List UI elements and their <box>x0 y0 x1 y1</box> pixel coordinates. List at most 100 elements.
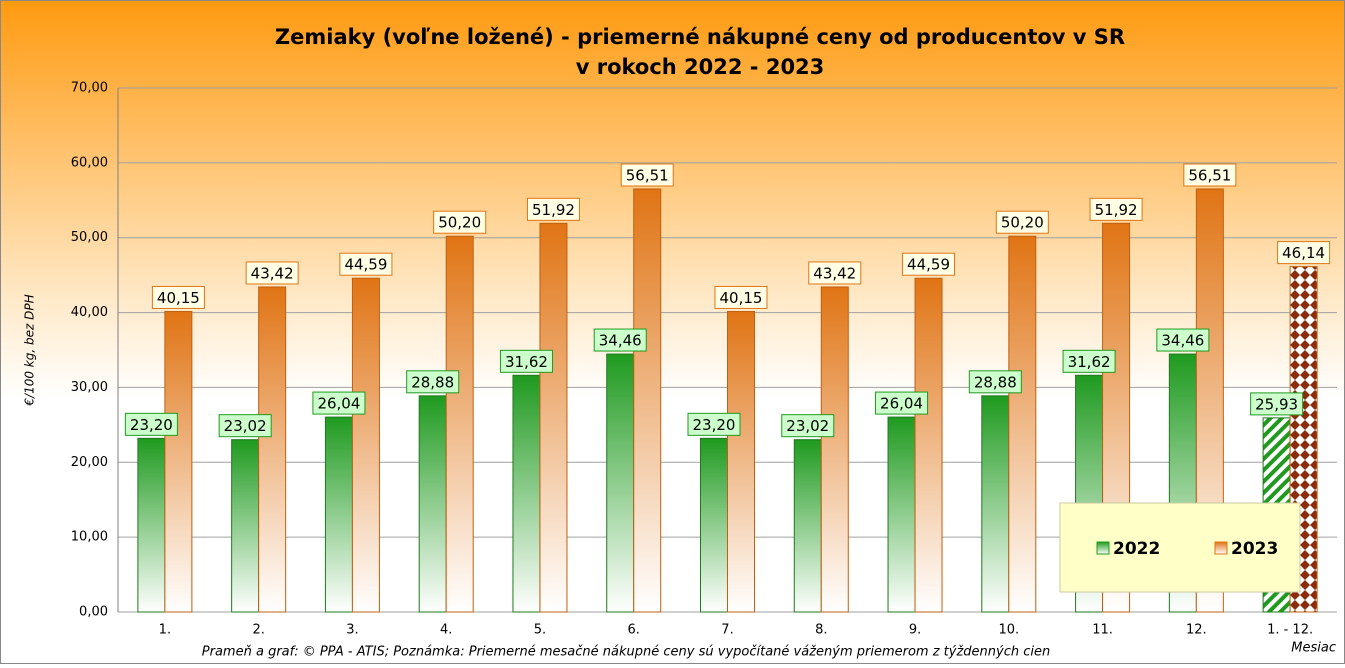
bar <box>258 286 287 613</box>
data-label-box <box>151 285 205 309</box>
data-label: 28,88 <box>974 373 1017 391</box>
bar <box>914 277 943 613</box>
data-label-box <box>902 252 956 276</box>
data-label: 23,20 <box>693 416 736 434</box>
data-label-box <box>1062 349 1116 373</box>
data-label-box <box>245 261 299 285</box>
legend-label: 2023 <box>1231 539 1278 559</box>
bar <box>231 439 260 613</box>
legend-swatch <box>1214 541 1228 555</box>
data-label: 40,15 <box>157 289 200 307</box>
x-tick-label: 6. <box>628 623 640 638</box>
data-label: 43,42 <box>251 264 294 282</box>
y-tick-label: 60,00 <box>71 155 108 170</box>
x-tick-label: 8. <box>815 623 827 638</box>
data-label-box <box>433 210 487 234</box>
chart-title: v rokoch 2022 - 2023 <box>576 55 825 79</box>
data-label-box <box>781 414 835 438</box>
data-label: 50,20 <box>438 214 481 232</box>
x-tick-label: 2. <box>252 623 264 638</box>
data-label: 44,59 <box>907 256 950 274</box>
data-label-box <box>593 328 647 352</box>
bar <box>606 353 635 613</box>
y-tick-label: 20,00 <box>71 455 108 470</box>
y-tick-label: 0,00 <box>79 605 108 620</box>
y-tick-label: 30,00 <box>71 380 108 395</box>
legend-swatch <box>1096 541 1110 555</box>
data-label-box <box>526 197 580 221</box>
y-tick-label: 50,00 <box>71 230 108 245</box>
data-label: 31,62 <box>1068 353 1111 371</box>
x-tick-label: 1. - 12. <box>1267 623 1313 638</box>
data-label: 51,92 <box>532 201 575 219</box>
data-label: 56,51 <box>1188 166 1231 184</box>
bar <box>820 286 849 613</box>
bar <box>324 416 353 613</box>
data-label: 23,20 <box>130 416 173 434</box>
data-label-box <box>875 391 929 415</box>
chart-title: Zemiaky (voľne ložené) - priemerné nákup… <box>275 25 1125 49</box>
data-label-box <box>995 210 1049 234</box>
bar <box>539 222 568 613</box>
y-axis-label: €/100 kg, bez DPH <box>23 294 37 406</box>
bar <box>351 277 380 613</box>
bar <box>887 416 916 613</box>
bar <box>445 235 474 613</box>
data-label: 56,51 <box>626 166 669 184</box>
data-label: 23,02 <box>786 417 829 435</box>
data-label-box <box>1089 197 1143 221</box>
data-label-box <box>1183 163 1237 187</box>
data-label-box <box>620 163 674 187</box>
data-label-box <box>968 370 1022 394</box>
x-tick-label: 7. <box>721 623 733 638</box>
data-label-box <box>1156 328 1210 352</box>
x-tick-label: 12. <box>1186 623 1207 638</box>
data-label: 51,92 <box>1095 201 1138 219</box>
bar <box>793 439 822 613</box>
data-label-box <box>499 349 553 373</box>
data-label: 43,42 <box>813 264 856 282</box>
data-label: 25,93 <box>1255 395 1298 413</box>
data-label: 26,04 <box>880 395 923 413</box>
y-tick-label: 70,00 <box>71 81 108 96</box>
data-label: 23,02 <box>224 417 267 435</box>
bar <box>1008 235 1037 613</box>
data-label: 44,59 <box>344 256 387 274</box>
data-label-box <box>687 412 741 436</box>
data-label: 34,46 <box>1161 332 1204 350</box>
x-axis-label: Mesiac <box>1291 641 1336 656</box>
bar <box>512 374 541 613</box>
x-tick-label: 11. <box>1092 623 1113 638</box>
data-label-box <box>714 285 768 309</box>
x-tick-label: 4. <box>440 623 452 638</box>
data-label-box <box>339 252 393 276</box>
x-tick-label: 1. <box>159 623 171 638</box>
footnote: Prameň a graf: © PPA - ATIS; Poznámka: P… <box>202 645 1050 660</box>
legend-label: 2022 <box>1113 539 1160 559</box>
data-label-box <box>218 414 272 438</box>
x-tick-label: 9. <box>909 623 921 638</box>
bar <box>137 437 166 613</box>
bar <box>727 310 755 613</box>
data-label: 26,04 <box>317 395 360 413</box>
data-label: 40,15 <box>720 289 763 307</box>
bar <box>700 437 728 613</box>
bar <box>418 395 447 613</box>
data-label-box <box>406 370 460 394</box>
data-label: 31,62 <box>505 353 548 371</box>
y-tick-label: 10,00 <box>71 530 108 545</box>
data-label-box <box>312 391 366 415</box>
data-label: 28,88 <box>411 373 454 391</box>
x-tick-label: 3. <box>346 623 358 638</box>
data-label: 46,14 <box>1282 244 1325 262</box>
data-label: 34,46 <box>599 332 642 350</box>
data-label-box <box>808 261 862 285</box>
bar <box>981 395 1010 613</box>
bar <box>164 310 193 613</box>
bar <box>633 188 662 613</box>
x-tick-label: 10. <box>998 623 1019 638</box>
data-label-box <box>1277 241 1331 265</box>
y-tick-label: 40,00 <box>71 305 108 320</box>
x-tick-label: 5. <box>534 623 546 638</box>
